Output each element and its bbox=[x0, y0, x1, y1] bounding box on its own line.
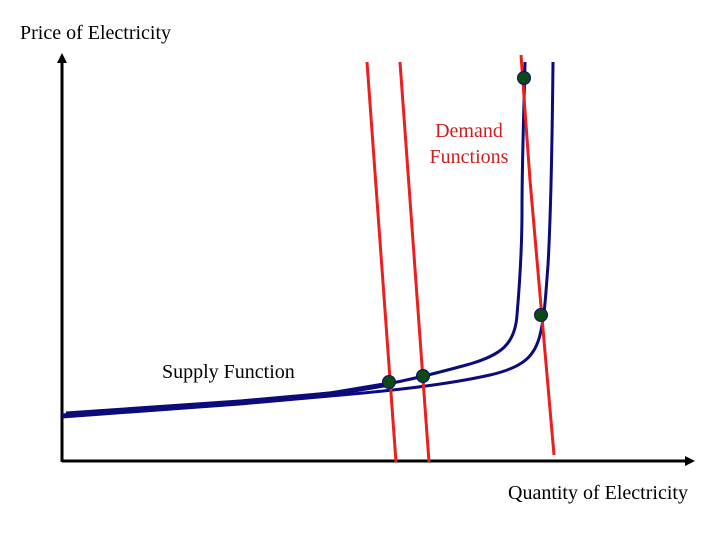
equilibrium-point bbox=[416, 369, 430, 383]
equilibrium-point bbox=[534, 308, 548, 322]
demand-label-line-1: Demand bbox=[435, 120, 503, 142]
equilibrium-point bbox=[517, 71, 531, 85]
supply-curve-thick-segment bbox=[65, 381, 391, 417]
demand-curve-2 bbox=[398, 61, 431, 463]
x-axis-label: Quantity of Electricity bbox=[508, 482, 688, 504]
equilibrium-point bbox=[382, 375, 396, 389]
demand-functions-label: Demand Functions bbox=[410, 118, 528, 170]
supply-function-label: Supply Function bbox=[162, 361, 295, 383]
supply-curve-1 bbox=[61, 61, 527, 417]
y-axis-label: Price of Electricity bbox=[20, 22, 172, 44]
demand-curve-1 bbox=[365, 61, 398, 463]
demand-label-line-2: Functions bbox=[429, 146, 509, 168]
supply-curve-2 bbox=[61, 61, 555, 419]
